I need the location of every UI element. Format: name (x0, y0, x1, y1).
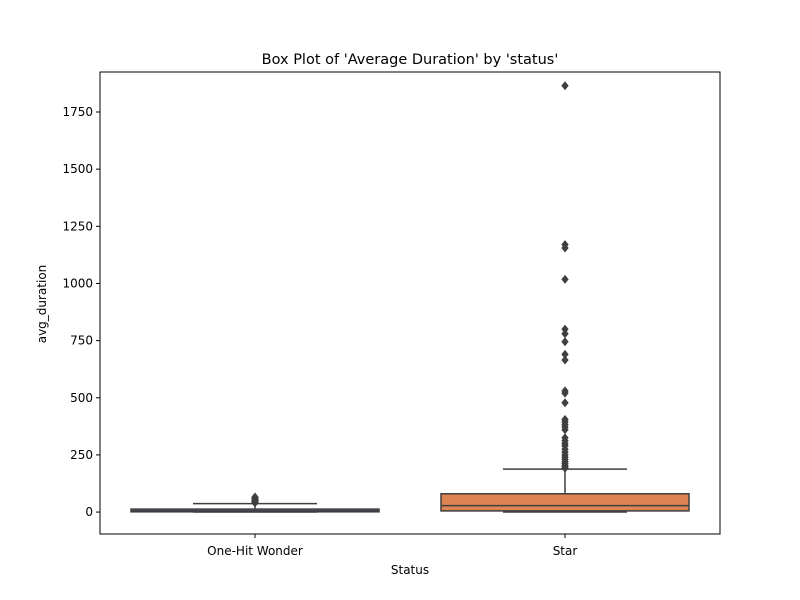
y-tick-label: 0 (85, 505, 93, 519)
outlier-point (561, 398, 569, 408)
outlier-point (561, 81, 569, 91)
y-tick-label: 1000 (62, 276, 93, 290)
y-axis-label: avg_duration (35, 265, 49, 344)
chart-title: Box Plot of 'Average Duration' by 'statu… (262, 52, 559, 68)
y-tick-label: 1750 (62, 105, 93, 119)
y-tick-label: 1500 (62, 162, 93, 176)
outlier-point (561, 433, 569, 443)
x-tick-label: One-Hit Wonder (207, 544, 303, 558)
x-axis-label: Status (391, 563, 429, 577)
outlier-point (561, 349, 569, 359)
outlier-point (561, 324, 569, 334)
y-tick-label: 750 (70, 334, 93, 348)
box-1 (440, 493, 690, 512)
y-tick-label: 1250 (62, 219, 93, 233)
outlier-point (561, 239, 569, 250)
outlier-point (561, 355, 569, 365)
plot-frame (99, 71, 721, 535)
plot-layer: 0 250 500 750 1000 1250 1500 1750 One-Hit Wonder… (62, 81, 690, 558)
outlier-point (561, 337, 569, 347)
x-tick-label: Star (553, 544, 578, 558)
outlier-point (561, 386, 569, 396)
outlier-point (251, 492, 259, 502)
y-tick-label: 250 (70, 448, 93, 462)
outlier-point (561, 414, 569, 425)
outlier-point (561, 274, 569, 284)
y-tick-label: 500 (70, 391, 93, 405)
